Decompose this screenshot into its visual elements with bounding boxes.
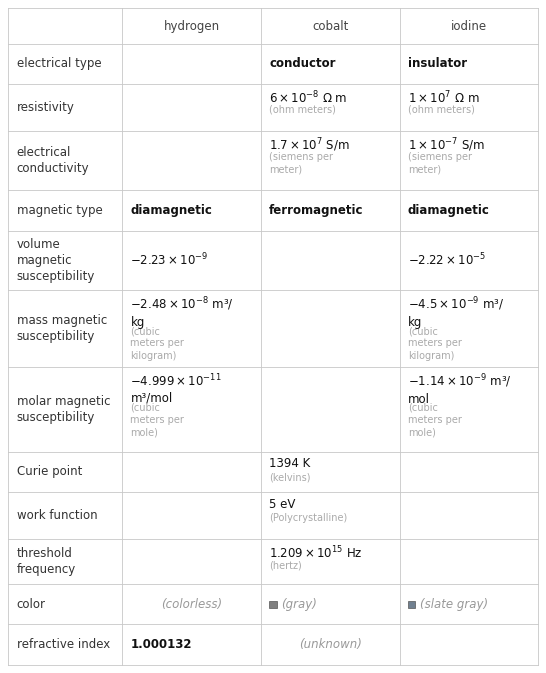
Text: (unknown): (unknown) [299,638,361,651]
Text: Curie point: Curie point [17,466,82,479]
Text: $-4.5\times10^{-9}$ m³/
kg: $-4.5\times10^{-9}$ m³/ kg [408,295,504,329]
Text: refractive index: refractive index [17,638,110,651]
Text: (colorless): (colorless) [161,598,222,611]
Text: insulator: insulator [408,57,467,71]
Text: (cubic
meters per
kilogram): (cubic meters per kilogram) [408,326,462,361]
Text: hydrogen: hydrogen [163,20,219,32]
Text: $6\times10^{-8}$ Ω m: $6\times10^{-8}$ Ω m [269,90,348,106]
Text: diamagnetic: diamagnetic [408,204,490,217]
Bar [408,600,416,608]
Text: $1\times10^{7}$ Ω m: $1\times10^{7}$ Ω m [408,90,479,106]
Text: $1.7\times10^{7}$ S/m: $1.7\times10^{7}$ S/m [269,137,350,155]
Text: $1.209\times10^{15}$ Hz: $1.209\times10^{15}$ Hz [269,545,363,561]
Text: electrical type: electrical type [17,57,102,71]
Text: (siemens per
meter): (siemens per meter) [408,152,472,174]
Text: (Polycrystalline): (Polycrystalline) [269,513,347,523]
Text: resistivity: resistivity [17,101,75,114]
Text: 1394 K: 1394 K [269,458,311,470]
Text: molar magnetic
susceptibility: molar magnetic susceptibility [17,395,110,424]
Text: $-2.48\times10^{-8}$ m³/
kg: $-2.48\times10^{-8}$ m³/ kg [130,295,234,329]
Text: (siemens per
meter): (siemens per meter) [269,152,333,174]
Text: 5 eV: 5 eV [269,497,295,511]
Text: (slate gray): (slate gray) [420,598,488,611]
Text: ferromagnetic: ferromagnetic [269,204,364,217]
Text: diamagnetic: diamagnetic [130,204,212,217]
Text: iodine: iodine [450,20,486,32]
Text: volume
magnetic
susceptibility: volume magnetic susceptibility [17,238,95,283]
Text: (cubic
meters per
mole): (cubic meters per mole) [130,403,185,437]
Text: color: color [17,598,46,611]
Text: (gray): (gray) [281,598,317,611]
Text: (cubic
meters per
mole): (cubic meters per mole) [408,403,462,437]
Text: (hertz): (hertz) [269,560,302,570]
Text: conductor: conductor [269,57,336,71]
Text: magnetic type: magnetic type [17,204,103,217]
Text: $1\times10^{-7}$ S/m: $1\times10^{-7}$ S/m [408,137,485,155]
Text: work function: work function [17,509,97,522]
Text: (kelvins): (kelvins) [269,472,311,483]
Text: $-2.23\times10^{-9}$: $-2.23\times10^{-9}$ [130,252,209,269]
Text: electrical
conductivity: electrical conductivity [17,147,90,176]
Text: $-4.999\times10^{-11}$
m³/mol: $-4.999\times10^{-11}$ m³/mol [130,372,222,405]
Text: $-1.14\times10^{-9}$ m³/
mol: $-1.14\times10^{-9}$ m³/ mol [408,372,512,406]
Text: 1.000132: 1.000132 [130,638,192,651]
Text: (ohm meters): (ohm meters) [269,105,336,115]
Bar [269,600,277,608]
Text: cobalt: cobalt [312,20,348,32]
Text: (cubic
meters per
kilogram): (cubic meters per kilogram) [130,326,185,361]
Text: mass magnetic
susceptibility: mass magnetic susceptibility [17,314,107,343]
Text: $-2.22\times10^{-5}$: $-2.22\times10^{-5}$ [408,252,486,269]
Text: threshold
frequency: threshold frequency [17,547,76,576]
Text: (ohm meters): (ohm meters) [408,105,474,115]
